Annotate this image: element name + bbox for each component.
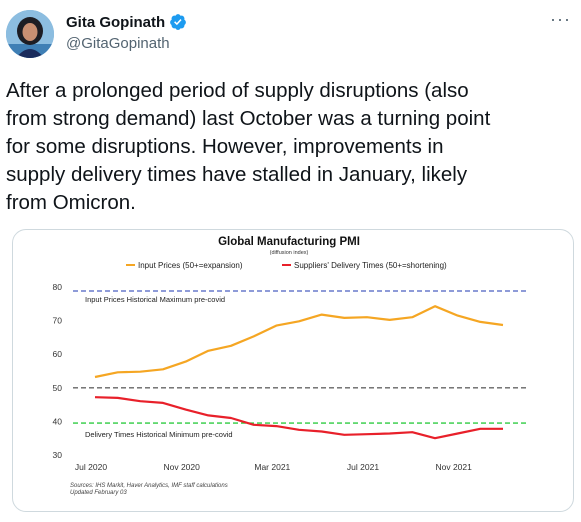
y-tick-label: 30 xyxy=(53,450,63,460)
author-name-row: Gita Gopinath xyxy=(66,13,187,31)
chart-legend: Input Prices (50+=expansion) Suppliers' … xyxy=(126,261,447,270)
reference-lines: Input Prices Historical Maximum pre-covi… xyxy=(73,290,528,439)
reference-line-label: Input Prices Historical Maximum pre-covi… xyxy=(85,295,225,304)
more-options-icon[interactable]: ··· xyxy=(550,9,571,29)
x-tick-label: Nov 2021 xyxy=(435,462,472,472)
attached-chart-image[interactable]: Global Manufacturing PMI (diffusion inde… xyxy=(12,229,574,512)
reference-line-label: Delivery Times Historical Minimum pre-co… xyxy=(85,430,233,439)
tweet-line: supply delivery times have stalled in Ja… xyxy=(6,163,468,186)
x-axis-ticks: Jul 2020 Nov 2020 Mar 2021 Jul 2021 Nov 2021 xyxy=(75,462,472,472)
y-tick-label: 80 xyxy=(53,282,63,292)
chart-footnote-sources: Sources: IHS Markit, Haver Analytics, IM… xyxy=(70,483,228,489)
tweet-line: from Omicron. xyxy=(6,191,136,214)
legend-label-delivery-times: Suppliers' Delivery Times (50+=shortenin… xyxy=(294,261,447,270)
verified-badge-icon xyxy=(170,14,187,30)
y-axis-ticks: 30 40 50 60 70 80 xyxy=(53,282,63,460)
chart-footnote-updated: Updated February 03 xyxy=(70,490,127,496)
author-handle[interactable]: @GitaGopinath xyxy=(66,35,170,52)
author-name[interactable]: Gita Gopinath xyxy=(66,13,166,31)
avatar-image xyxy=(6,10,54,58)
y-tick-label: 60 xyxy=(53,349,63,359)
tweet-line: After a prolonged period of supply disru… xyxy=(6,79,469,102)
tweet-text: After a prolonged period of supply disru… xyxy=(6,77,566,217)
tweet-line: for some disruptions. However, improveme… xyxy=(6,135,444,158)
series-line-delivery-times xyxy=(94,396,503,440)
chart-title: Global Manufacturing PMI xyxy=(218,236,360,248)
x-tick-label: Mar 2021 xyxy=(254,462,290,472)
profile-avatar[interactable] xyxy=(6,10,54,58)
series-line-input-prices xyxy=(94,305,504,379)
x-tick-label: Jul 2021 xyxy=(347,462,379,472)
y-tick-label: 50 xyxy=(53,383,63,393)
series-lines xyxy=(94,305,504,440)
y-tick-label: 70 xyxy=(53,316,63,326)
pmi-chart: Global Manufacturing PMI (diffusion inde… xyxy=(53,236,528,496)
tweet-line: from strong demand) last October was a t… xyxy=(6,107,491,130)
chart-subtitle: (diffusion index) xyxy=(270,250,309,256)
legend-label-input-prices: Input Prices (50+=expansion) xyxy=(138,261,243,270)
x-tick-label: Jul 2020 xyxy=(75,462,107,472)
x-tick-label: Nov 2020 xyxy=(163,462,200,472)
y-tick-label: 40 xyxy=(53,416,63,426)
